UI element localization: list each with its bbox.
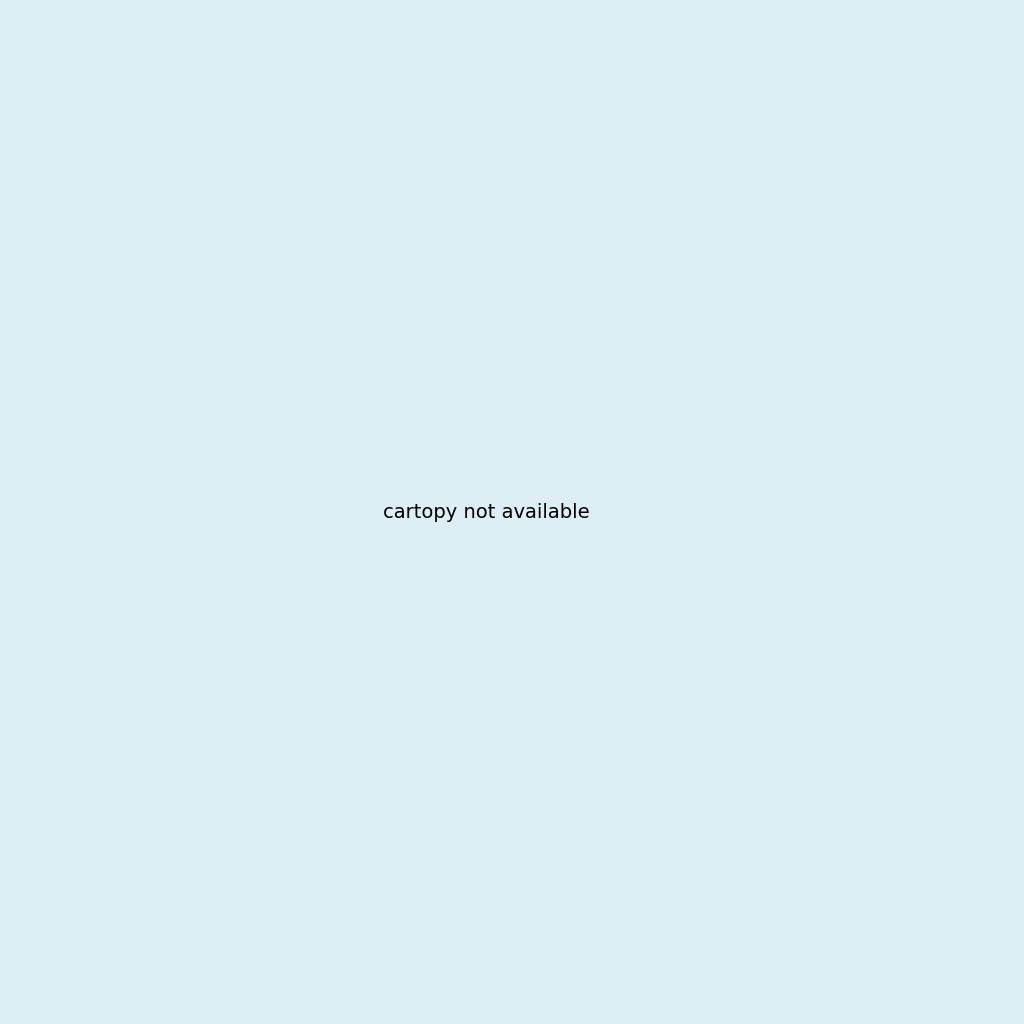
Text: cartopy not available: cartopy not available — [383, 503, 590, 521]
